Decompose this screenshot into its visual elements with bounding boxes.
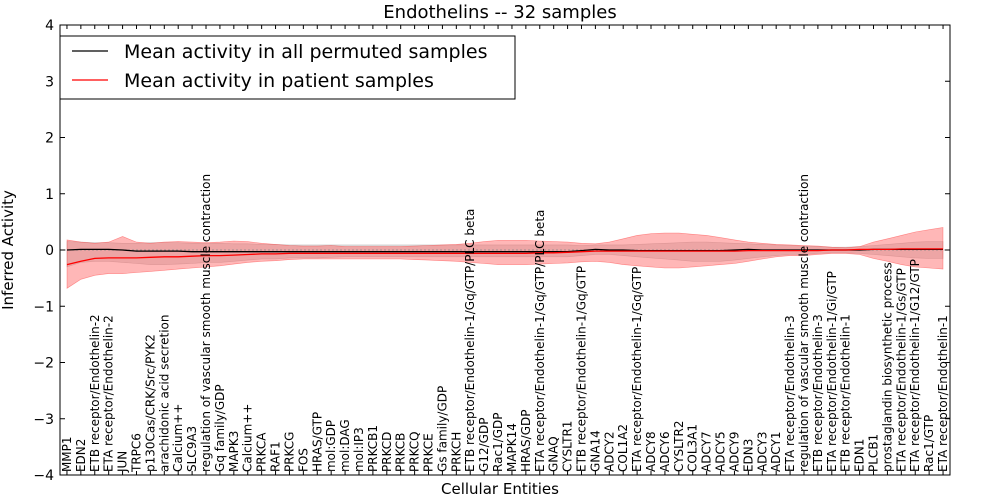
x-category-label: mol:GDP (324, 420, 338, 472)
x-category-label: PRKCQ (408, 431, 422, 472)
x-category-label: CYSLTR1 (561, 421, 575, 472)
x-category-label: RAF1 (269, 441, 283, 472)
x-category-label: arachidonic acid secretion (157, 315, 171, 472)
x-category-label: ETB receptor/Endothelin-1/Gq/GTP/PLC bet… (463, 209, 477, 472)
x-category-label: ETB receptor/Endothelin-3 (811, 314, 825, 472)
y-tick-label: 3 (45, 74, 54, 90)
x-category-label: GNAQ (547, 436, 561, 472)
legend-label-permuted: Mean activity in all permuted samples (124, 41, 487, 63)
x-category-label: ETA receptor/Endothelin-1/G12/GTP (908, 259, 922, 472)
x-category-label: ADCY6 (658, 431, 672, 472)
x-category-label: ADCY8 (644, 431, 658, 472)
x-category-label: ADCY1 (769, 431, 783, 472)
x-category-label: EDN3 (741, 439, 755, 472)
x-category-label: ADCY2 (602, 431, 616, 472)
y-axis: −4 −3 −2 −1 0 1 2 3 4 (33, 18, 950, 484)
x-category-label: ETA receptor/Endothelin-1/Gi/GTP (825, 271, 839, 472)
x-category-label: CYSLTR2 (672, 421, 686, 472)
y-tick-label: 2 (45, 131, 54, 147)
confidence-bands (66, 227, 944, 289)
x-category-label: Calcium++ (171, 404, 185, 472)
x-category-label: MAPK14 (505, 423, 519, 472)
x-category-label: HRAS/GDP (519, 410, 533, 473)
x-category-label: GNA14 (588, 430, 602, 472)
x-category-label: PRKCA (255, 432, 269, 472)
x-axis-label: Cellular Entities (441, 480, 559, 498)
x-category-label: HRAS/GTP (310, 412, 324, 472)
x-category-label: G12/GDP (477, 418, 491, 472)
x-category-label: ETA receptor/Endothelin-1 (936, 315, 950, 472)
x-category-label: ADCY3 (755, 431, 769, 472)
x-category-label: regulation of vascular smooth muscle con… (797, 174, 811, 472)
series-lines (66, 248, 943, 266)
x-category-label: ADCY7 (700, 431, 714, 472)
legend-box (59, 35, 516, 100)
x-category-label: PRKCB (394, 433, 408, 472)
y-tick-label: 0 (45, 243, 54, 259)
x-category-label: Rac1/GTP (922, 415, 936, 472)
x-category-label: PRKCH (449, 432, 463, 472)
band-patient (66, 227, 944, 289)
x-category-label: p130Cas/CRK/Src/PYK2 (143, 334, 157, 472)
chart-title: Endothelins -- 32 samples (383, 2, 616, 23)
x-category-label: ETA receptor/Endothelin-3 (783, 315, 797, 472)
x-category-label: ADCY5 (714, 431, 728, 472)
y-tick-label: 1 (45, 187, 54, 203)
y-tick-label: −2 (33, 356, 54, 372)
x-category-label: regulation of vascular smooth muscle con… (199, 174, 213, 472)
x-category-label: ETA receptor/Endothelin-2 (102, 315, 116, 472)
x-category-label: PRKCB1 (366, 425, 380, 472)
x-category-label: ETB receptor/Endothelin-1 (839, 314, 853, 472)
x-category-label: Rac1/GDP (491, 412, 505, 471)
y-tick-label: −1 (33, 299, 54, 315)
x-category-label: PRKCG (283, 432, 297, 472)
x-category-label: PRKCE (422, 433, 436, 472)
x-category-label: Gs family/GDP (435, 386, 449, 472)
y-axis-label: Inferred Activity (0, 190, 17, 310)
x-category-label: prostaglandin biosynthetic process (880, 262, 894, 472)
x-category-label: ETA receptor/Endothelin-1/Gq/GTP/PLC bet… (533, 210, 547, 472)
x-category-label: PRKCD (380, 432, 394, 472)
x-category-label: ETA receptor/Endothelin-1/Gs/GTP (894, 268, 908, 472)
x-category-label: COL1A2 (616, 424, 630, 472)
x-category-label: mol:IP3 (352, 427, 366, 472)
x-category-label: SLC9A3 (185, 426, 199, 472)
y-tick-label: −3 (33, 412, 54, 428)
x-category-label: ETB receptor/Endothelin-1/Gq/GTP (575, 266, 589, 472)
x-category-label: FOS (296, 448, 310, 472)
x-category-label: mol:DAG (338, 419, 352, 472)
x-category-label: ADCY9 (728, 431, 742, 472)
x-category-label: COL3A1 (686, 424, 700, 472)
x-category-label: MAPK3 (227, 431, 241, 472)
legend-label-patient: Mean activity in patient samples (124, 70, 434, 92)
x-category-label: ETA receptor/Endothelin-1/Gq/GTP (630, 267, 644, 472)
x-axis: MMP1 EDN2 ETB receptor/Endothelin-2 ETA rec… (60, 25, 950, 475)
x-category-label: EDN2 (74, 439, 88, 472)
x-category-label: JUN (116, 451, 130, 473)
x-category-label: Gq family/GDP (213, 384, 227, 472)
x-category-label: MMP1 (60, 436, 74, 472)
x-category-label: Calcium++ (241, 404, 255, 472)
y-tick-label: −4 (33, 468, 54, 484)
x-category-label: PLCB1 (867, 434, 881, 472)
x-category-label: ETB receptor/Endothelin-2 (88, 314, 102, 472)
y-tick-label: 4 (45, 18, 54, 34)
legend: Mean activity in all permuted samples Me… (59, 35, 516, 100)
x-category-label: EDN1 (853, 439, 867, 472)
series-line-patient (66, 248, 943, 266)
x-category-label: TRPC6 (130, 433, 144, 473)
